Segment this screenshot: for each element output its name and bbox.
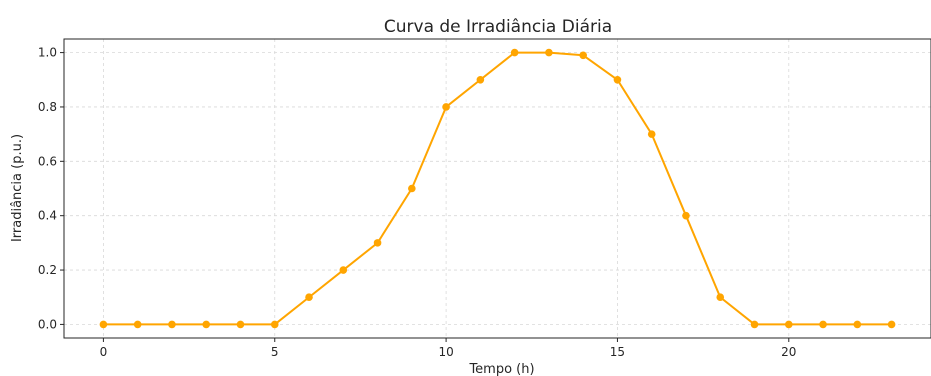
data-point [819, 320, 827, 329]
data-point [373, 239, 382, 247]
x-axis: 0 5 10 15 20 [100, 338, 796, 359]
data-point [133, 320, 142, 329]
data-point [647, 130, 656, 138]
data-point [476, 75, 485, 84]
y-tick-label: 0.4 [38, 209, 57, 223]
chart-title: Curva de Irradiância Diária [384, 17, 612, 37]
y-tick-label: 1.0 [38, 46, 57, 60]
y-axis-label: Irradiância (p.u.) [10, 134, 25, 242]
data-point [168, 320, 176, 329]
data-point [613, 75, 622, 84]
data-point [408, 184, 416, 193]
data-point [853, 320, 862, 329]
y-tick-label: 0.0 [38, 317, 57, 331]
series-layer [99, 48, 896, 329]
data-point [236, 320, 245, 329]
data-point [545, 48, 553, 57]
data-point [442, 103, 450, 111]
x-tick-label: 10 [438, 345, 453, 359]
data-point [579, 51, 587, 60]
y-tick-label: 0.2 [38, 263, 57, 277]
data-point [784, 320, 793, 329]
y-tick-label: 0.8 [38, 100, 57, 114]
x-tick-label: 5 [271, 345, 279, 359]
data-point [510, 48, 519, 57]
series-line [103, 51, 892, 326]
x-tick-label: 0 [100, 345, 108, 359]
y-axis: 0.0 0.2 0.4 0.6 0.8 1.0 [38, 46, 64, 331]
data-point [339, 266, 348, 274]
data-point [716, 293, 725, 302]
data-point [202, 320, 211, 329]
x-tick-label: 20 [781, 345, 796, 359]
data-point [270, 320, 279, 329]
grid [64, 39, 931, 338]
data-point [682, 211, 690, 220]
plot-frame [63, 38, 931, 339]
data-point [750, 320, 759, 329]
data-point [99, 320, 108, 329]
data-point [305, 293, 313, 302]
x-tick-label: 15 [610, 345, 625, 359]
data-point [887, 320, 896, 329]
x-axis-label: Tempo (h) [468, 362, 534, 376]
y-tick-label: 0.6 [38, 154, 57, 168]
